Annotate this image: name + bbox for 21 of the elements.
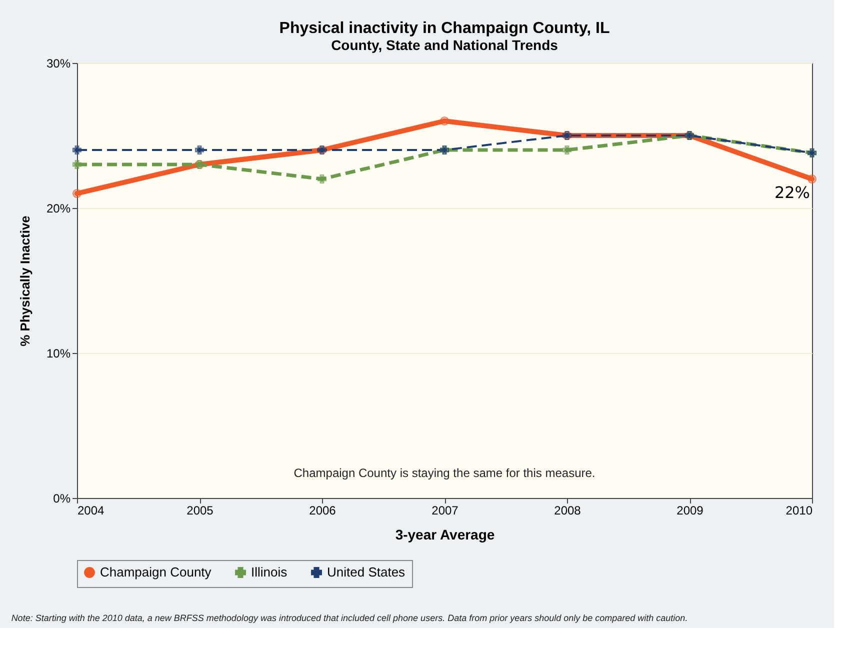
x-axis-title: 3-year Average: [395, 526, 495, 542]
x-tick-label: 2010: [786, 504, 813, 518]
annotation: 22%: [774, 183, 810, 202]
x-tick-label: 2008: [554, 504, 582, 518]
chart-title: Physical inactivity in Champaign County, IL: [279, 20, 610, 37]
y-tick-label: 20%: [46, 202, 71, 216]
x-tick-label: 2007: [432, 504, 459, 518]
annotation: Champaign County is staying the same for this measure.: [294, 466, 596, 480]
text: Note: Starting with the 2010 data, a new BRFSS methodology was introduced that included cell phone users. Data from prior years should only be compared with caution.: [11, 613, 688, 623]
legend-label: Champaign County: [100, 564, 212, 580]
chart-subtitle: County, State and National Trends: [331, 37, 558, 53]
y-tick-label: 30%: [46, 56, 71, 70]
x-tick-label: 2006: [309, 504, 336, 518]
legend-label: Illinois: [251, 564, 288, 580]
y-tick-label: 10%: [46, 346, 71, 360]
x-tick-label: 2009: [676, 504, 704, 518]
y-tick-label: 0%: [53, 492, 71, 506]
x-tick-label: 2005: [186, 504, 214, 518]
x-tick-label: 2004: [78, 504, 105, 518]
legend-label: United States: [327, 564, 406, 580]
y-axis-title: % Physically Inactive: [17, 216, 32, 346]
